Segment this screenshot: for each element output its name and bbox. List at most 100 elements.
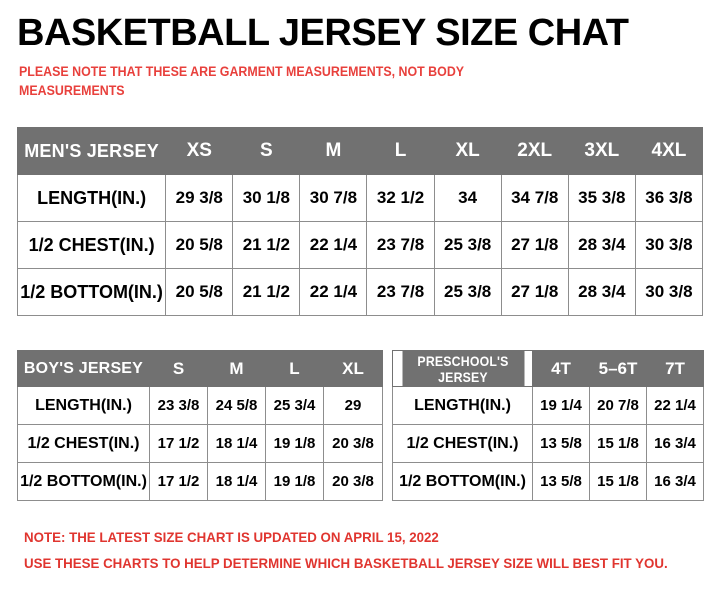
mens_jersey-measurement-cell: 34 bbox=[433, 174, 502, 222]
boys_jersey-measurement-cell: 18 1/4 bbox=[207, 424, 266, 463]
preschools_jersey-measurement-cell: 16 3/4 bbox=[646, 462, 704, 501]
mens_jersey-measurement-cell: 22 1/4 bbox=[299, 221, 368, 269]
preschool-table-header-row: PRESCHOOL'S JERSEY 4T 5–6T 7T bbox=[393, 350, 704, 387]
mens_jersey-measurement-cell: 25 3/8 bbox=[433, 268, 502, 316]
mens_jersey-column-header: L bbox=[366, 127, 435, 175]
garment-measurement-note-line1: PLEASE NOTE THAT THESE ARE GARMENT MEASU… bbox=[19, 64, 465, 79]
boys_jersey-measurement-cell: 19 1/8 bbox=[265, 424, 324, 463]
boys_jersey-header-label: BOY'S JERSEY bbox=[17, 350, 150, 387]
mens_jersey-measurement-cell: 30 7/8 bbox=[299, 174, 368, 222]
mens_jersey-measurement-cell: 32 1/2 bbox=[366, 174, 435, 222]
boys-jersey-size-table: BOY'S JERSEY S M L XL LENGTH(IN.) 23 3/8 24 5/… bbox=[17, 350, 383, 501]
garment-measurement-note-line2: MEASUREMENTS bbox=[19, 83, 125, 98]
footer-note-updated: NOTE: THE LATEST SIZE CHART IS UPDATED O… bbox=[24, 529, 439, 545]
page-title: BASKETBALL JERSEY SIZE CHAT bbox=[17, 12, 629, 54]
boys_jersey-measurement-cell: 29 bbox=[323, 386, 383, 425]
mens_jersey-row-label: 1/2 CHEST(IN.) bbox=[16, 221, 167, 269]
boys_jersey-row-label: 1/2 CHEST(IN.) bbox=[17, 424, 150, 463]
mens_jersey-column-header: S bbox=[232, 127, 301, 175]
mens-table-body: LENGTH(IN.) 29 3/8 30 1/8 30 7/8 32 1/2 34 34 … bbox=[16, 174, 704, 316]
mens_jersey-column-header: 4XL bbox=[634, 127, 704, 175]
mens_jersey-column-header: M bbox=[299, 127, 368, 175]
mens_jersey-measurement-cell: 27 1/8 bbox=[500, 221, 569, 269]
mens_jersey-measurement-cell: 27 1/8 bbox=[500, 268, 569, 316]
preschools_jersey-row-label: 1/2 BOTTOM(IN.) bbox=[392, 462, 533, 501]
mens_jersey-measurement-cell: 28 3/4 bbox=[567, 221, 636, 269]
preschools_jersey-measurement-cell: 22 1/4 bbox=[646, 386, 704, 425]
mens_jersey-measurement-cell: 30 1/8 bbox=[232, 174, 301, 222]
mens_jersey-measurement-cell: 29 3/8 bbox=[165, 174, 234, 222]
mens_jersey-column-header: XS bbox=[165, 127, 234, 175]
preschools_jersey-measurement-cell: 20 7/8 bbox=[589, 386, 647, 425]
mens_jersey-row-label: LENGTH(IN.) bbox=[16, 174, 167, 222]
mens_jersey-measurement-cell: 34 7/8 bbox=[500, 174, 569, 222]
table-row: 1/2 BOTTOM(IN.) 13 5/8 15 1/8 16 3/4 bbox=[392, 462, 704, 501]
boys-table-header-row: BOY'S JERSEY S M L XL bbox=[17, 350, 383, 387]
boys_jersey-measurement-cell: 25 3/4 bbox=[265, 386, 324, 425]
mens_jersey-header-label: MEN'S JERSEY bbox=[16, 127, 167, 175]
boys_jersey-measurement-cell: 20 3/8 bbox=[323, 462, 383, 501]
table-row: LENGTH(IN.) 29 3/8 30 1/8 30 7/8 32 1/2 34 34 … bbox=[16, 174, 704, 222]
preschools_jersey-header-label: PRESCHOOL'S JERSEY bbox=[400, 350, 525, 387]
table-row: 1/2 CHEST(IN.) 20 5/8 21 1/2 22 1/4 23 7/8 25… bbox=[16, 221, 704, 269]
mens_jersey-measurement-cell: 30 3/8 bbox=[634, 221, 704, 269]
garment-measurement-note: PLEASE NOTE THAT THESE ARE GARMENT MEASU… bbox=[19, 62, 571, 100]
boys-table-body: LENGTH(IN.) 23 3/8 24 5/8 25 3/4 29 1/2 CHEST… bbox=[17, 386, 383, 501]
mens_jersey-measurement-cell: 20 5/8 bbox=[165, 268, 234, 316]
mens_jersey-measurement-cell: 36 3/8 bbox=[634, 174, 704, 222]
preschools_jersey-row-label: 1/2 CHEST(IN.) bbox=[392, 424, 533, 463]
table-row: 1/2 BOTTOM(IN.) 17 1/2 18 1/4 19 1/8 20 3/8 bbox=[17, 462, 383, 501]
preschools_jersey-row-label: LENGTH(IN.) bbox=[392, 386, 533, 425]
boys_jersey-measurement-cell: 23 3/8 bbox=[149, 386, 208, 425]
boys-table-head: BOY'S JERSEY S M L XL bbox=[17, 350, 383, 387]
mens_jersey-measurement-cell: 23 7/8 bbox=[366, 268, 435, 316]
preschools_jersey-measurement-cell: 15 1/8 bbox=[589, 462, 647, 501]
boys_jersey-column-header: L bbox=[265, 350, 324, 387]
preschools_jersey-column-header: 4T bbox=[532, 350, 590, 387]
preschools_jersey-column-header: 7T bbox=[646, 350, 704, 387]
boys_jersey-row-label: 1/2 BOTTOM(IN.) bbox=[17, 462, 150, 501]
mens_jersey-measurement-cell: 22 1/4 bbox=[299, 268, 368, 316]
mens_jersey-measurement-cell: 25 3/8 bbox=[433, 221, 502, 269]
table-row: 1/2 BOTTOM(IN.) 20 5/8 21 1/2 22 1/4 23 7/8 2… bbox=[16, 268, 704, 316]
boys_jersey-measurement-cell: 24 5/8 bbox=[207, 386, 266, 425]
table-row: LENGTH(IN.) 19 1/4 20 7/8 22 1/4 bbox=[392, 386, 704, 425]
preschools_jersey-column-header: 5–6T bbox=[589, 350, 647, 387]
mens_jersey-column-header: 3XL bbox=[567, 127, 636, 175]
mens_jersey-measurement-cell: 35 3/8 bbox=[567, 174, 636, 222]
boys_jersey-column-header: XL bbox=[323, 350, 383, 387]
boys_jersey-measurement-cell: 20 3/8 bbox=[323, 424, 383, 463]
mens-table-header-row: MEN'S JERSEY XS S M L XL 2XL 3XL 4XL bbox=[16, 127, 704, 175]
preschool-table-body: LENGTH(IN.) 19 1/4 20 7/8 22 1/4 1/2 CHEST(I… bbox=[392, 386, 704, 501]
boys_jersey-measurement-cell: 17 1/2 bbox=[149, 462, 208, 501]
boys_jersey-column-header: M bbox=[207, 350, 266, 387]
mens_jersey-measurement-cell: 28 3/4 bbox=[567, 268, 636, 316]
footer-notes: NOTE: THE LATEST SIZE CHART IS UPDATED O… bbox=[24, 524, 668, 576]
preschools-jersey-size-table: PRESCHOOL'S JERSEY 4T 5–6T 7T LENGTH(IN.) 19… bbox=[392, 350, 704, 501]
preschool-table-head: PRESCHOOL'S JERSEY 4T 5–6T 7T bbox=[393, 350, 704, 387]
mens_jersey-column-header: 2XL bbox=[500, 127, 569, 175]
preschools_jersey-measurement-cell: 15 1/8 bbox=[589, 424, 647, 463]
mens_jersey-measurement-cell: 20 5/8 bbox=[165, 221, 234, 269]
mens_jersey-measurement-cell: 21 1/2 bbox=[232, 268, 301, 316]
table-row: 1/2 CHEST(IN.) 13 5/8 15 1/8 16 3/4 bbox=[392, 424, 704, 463]
boys_jersey-row-label: LENGTH(IN.) bbox=[17, 386, 150, 425]
mens_jersey-row-label: 1/2 BOTTOM(IN.) bbox=[16, 268, 167, 316]
table-row: 1/2 CHEST(IN.) 17 1/2 18 1/4 19 1/8 20 3/8 bbox=[17, 424, 383, 463]
footer-note-guidance: USE THESE CHARTS TO HELP DETERMINE WHICH… bbox=[24, 555, 668, 571]
mens_jersey-measurement-cell: 30 3/8 bbox=[634, 268, 704, 316]
preschools_jersey-measurement-cell: 13 5/8 bbox=[532, 424, 590, 463]
mens-table-head: MEN'S JERSEY XS S M L XL 2XL 3XL 4XL bbox=[16, 127, 704, 175]
boys_jersey-measurement-cell: 18 1/4 bbox=[207, 462, 266, 501]
preschools_jersey-measurement-cell: 16 3/4 bbox=[646, 424, 704, 463]
mens-jersey-size-table: MEN'S JERSEY XS S M L XL 2XL 3XL 4XL LENGTH(IN.)… bbox=[16, 127, 704, 316]
boys_jersey-column-header: S bbox=[149, 350, 208, 387]
mens_jersey-measurement-cell: 23 7/8 bbox=[366, 221, 435, 269]
preschools_jersey-measurement-cell: 19 1/4 bbox=[532, 386, 590, 425]
mens_jersey-measurement-cell: 21 1/2 bbox=[232, 221, 301, 269]
boys_jersey-measurement-cell: 17 1/2 bbox=[149, 424, 208, 463]
mens_jersey-column-header: XL bbox=[433, 127, 502, 175]
boys_jersey-measurement-cell: 19 1/8 bbox=[265, 462, 324, 501]
preschools_jersey-measurement-cell: 13 5/8 bbox=[532, 462, 590, 501]
